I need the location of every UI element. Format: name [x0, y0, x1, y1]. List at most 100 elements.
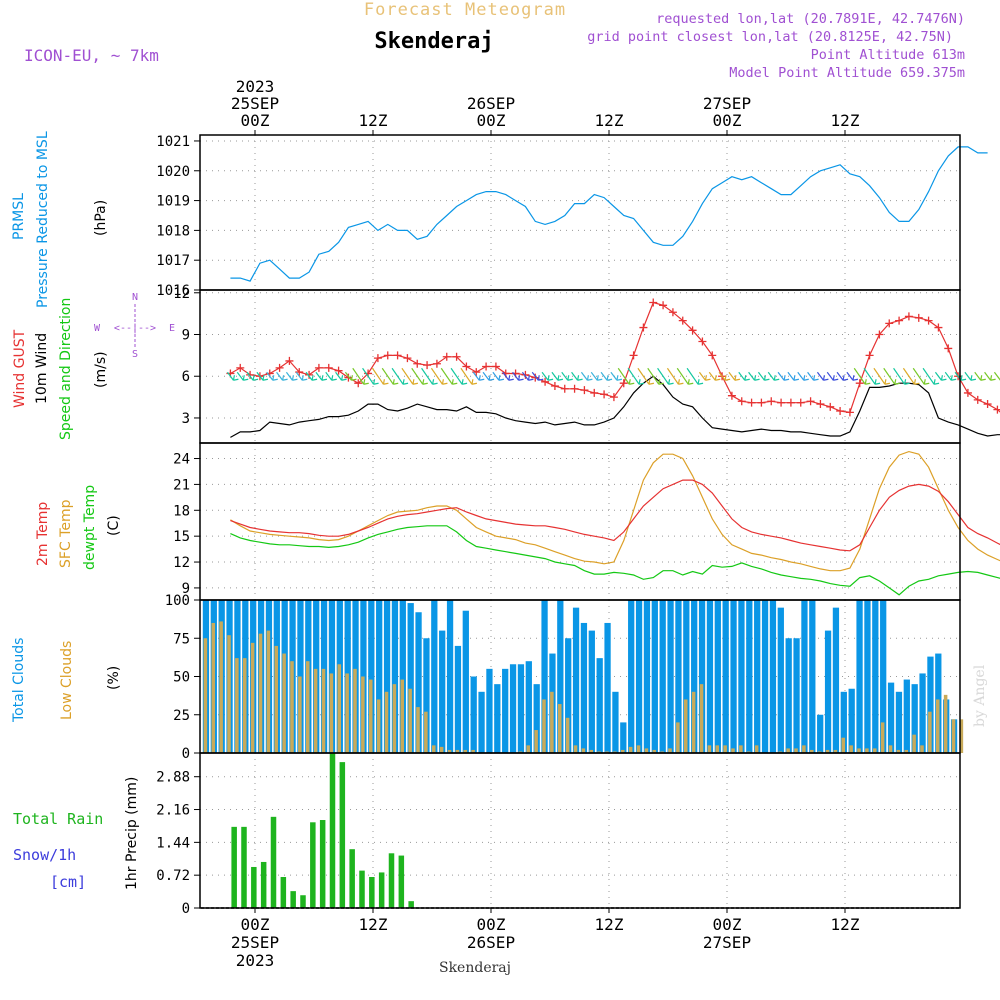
y-tick-label: 2.16	[156, 803, 190, 819]
y-tick-label: 0.72	[156, 868, 190, 884]
low-cloud-bar	[943, 694, 948, 753]
low-cloud-bar	[676, 722, 680, 753]
snow-label: Snow/1h	[13, 846, 76, 864]
low-cloud-bar	[715, 745, 720, 753]
low-cloud-bar	[550, 691, 554, 753]
low-cloud-bar	[825, 749, 830, 753]
low-cloud-bar	[620, 749, 625, 753]
y-tick-label: 1016	[156, 283, 190, 299]
low-cloud-bar	[935, 699, 940, 753]
watermark: by Angel	[972, 664, 988, 727]
axis-layer: 1016 1017 1018 1019 1020 1021 3 6 9 12 9 12 15 18 21 24…	[156, 77, 860, 970]
wind-arrow	[590, 371, 598, 381]
wind-arrow	[362, 367, 375, 385]
wind-arrow-head	[628, 379, 635, 385]
bottom-location: Skenderaj	[439, 960, 511, 976]
low-cloud-bar	[219, 621, 223, 753]
gust-marker	[895, 316, 904, 325]
wind-arrow	[571, 371, 579, 381]
y-tick-label: 1019	[156, 194, 190, 210]
total-cloud-bar	[470, 676, 477, 753]
gust-marker	[560, 384, 569, 393]
low-cloud-bar	[392, 684, 397, 753]
wind-arrow	[797, 371, 805, 381]
wind-arrow-head	[557, 375, 564, 381]
low-cloud-bar	[424, 711, 428, 753]
wind-arrow	[472, 371, 480, 381]
wind-arrow-head	[232, 375, 239, 381]
total-cloud-bar	[494, 684, 501, 753]
wind-arrow	[787, 371, 795, 381]
gust-marker	[354, 379, 363, 388]
wind-arrow-head	[940, 375, 947, 381]
low-cloud-bar	[274, 645, 279, 753]
wind-arrow	[846, 371, 854, 381]
wind-arrow-head	[461, 379, 468, 385]
low-cloud-bar	[266, 630, 271, 753]
wind-arrow	[531, 371, 539, 381]
prmsl-label: PRMSL	[11, 193, 27, 240]
low-cloud-bar	[298, 676, 302, 753]
gust-marker	[639, 323, 648, 332]
sfc-temp-label: SFC Temp	[58, 499, 74, 568]
low-cloud-bar	[857, 748, 861, 753]
rain-bar	[369, 877, 375, 908]
prmsl-line	[230, 146, 988, 282]
wind-arrow	[482, 371, 490, 381]
gust-marker	[904, 312, 913, 321]
x-tick-label-top: 00Z	[241, 111, 270, 130]
y-tick-label: 1021	[156, 134, 190, 150]
requested-coords: requested lon,lat (20.7891E, 42.7476N)	[656, 11, 965, 27]
gust-marker	[708, 351, 717, 360]
dewpt-label: dewpt Temp	[82, 485, 98, 570]
low-cloud-bar	[408, 688, 412, 753]
wind-arrow	[256, 371, 264, 381]
low-cloud-bar	[746, 751, 751, 753]
total-cloud-bar	[706, 600, 714, 753]
gust-marker	[796, 398, 805, 407]
wind-arrow	[600, 371, 608, 381]
total-cloud-bar	[769, 600, 777, 753]
wind-arrow-head	[704, 375, 711, 381]
rain-bar	[290, 891, 296, 908]
total-cloud-bar	[383, 600, 391, 753]
pressure-label: Pressure Reduced to MSL	[35, 131, 51, 308]
wind-arrow-head	[321, 375, 328, 381]
rose-w: W	[94, 323, 101, 334]
total-cloud-bar	[887, 682, 895, 753]
low-cloud-bar	[557, 704, 562, 753]
total-cloud-bar	[376, 600, 383, 753]
wind-arrow	[541, 371, 549, 381]
low-cloud-bar	[613, 751, 617, 753]
total-cloud-bar	[643, 600, 651, 753]
wind-arrow	[492, 371, 500, 381]
model-label: ICON-EU, ~ 7km	[24, 46, 159, 65]
wind-arrow-head	[687, 379, 694, 385]
data-layer	[201, 146, 1000, 909]
hpa-unit: (hPa)	[93, 200, 109, 236]
wind-arrow-head	[508, 375, 514, 381]
wind-arrow	[236, 371, 244, 381]
ms-unit: (m/s)	[93, 351, 109, 388]
wind-arrow-head	[753, 375, 760, 381]
total-cloud-bar	[541, 600, 548, 753]
total-cloud-bar	[722, 600, 729, 753]
gust-marker	[668, 308, 677, 317]
total-cloud-bar	[919, 673, 926, 753]
total-cloud-bar	[446, 600, 454, 753]
temp2m-line	[230, 479, 1000, 552]
low-cloud-bar	[353, 668, 357, 753]
gust-marker	[865, 351, 874, 360]
wind-arrow-head	[586, 375, 593, 381]
total-cloud-bar	[478, 691, 485, 753]
y-tick-label: 1017	[156, 253, 190, 269]
low-cloud-bar	[589, 749, 594, 753]
wind-arrow-head	[262, 375, 269, 381]
wind-gust-label: Wind GUST	[12, 329, 28, 408]
total-cloud-bar	[407, 603, 414, 753]
low-cloud-bar	[313, 668, 318, 753]
gust-marker	[777, 398, 786, 407]
gust-marker	[432, 359, 441, 368]
total-cloud-bar	[793, 638, 800, 753]
wind-arrow	[305, 371, 313, 381]
